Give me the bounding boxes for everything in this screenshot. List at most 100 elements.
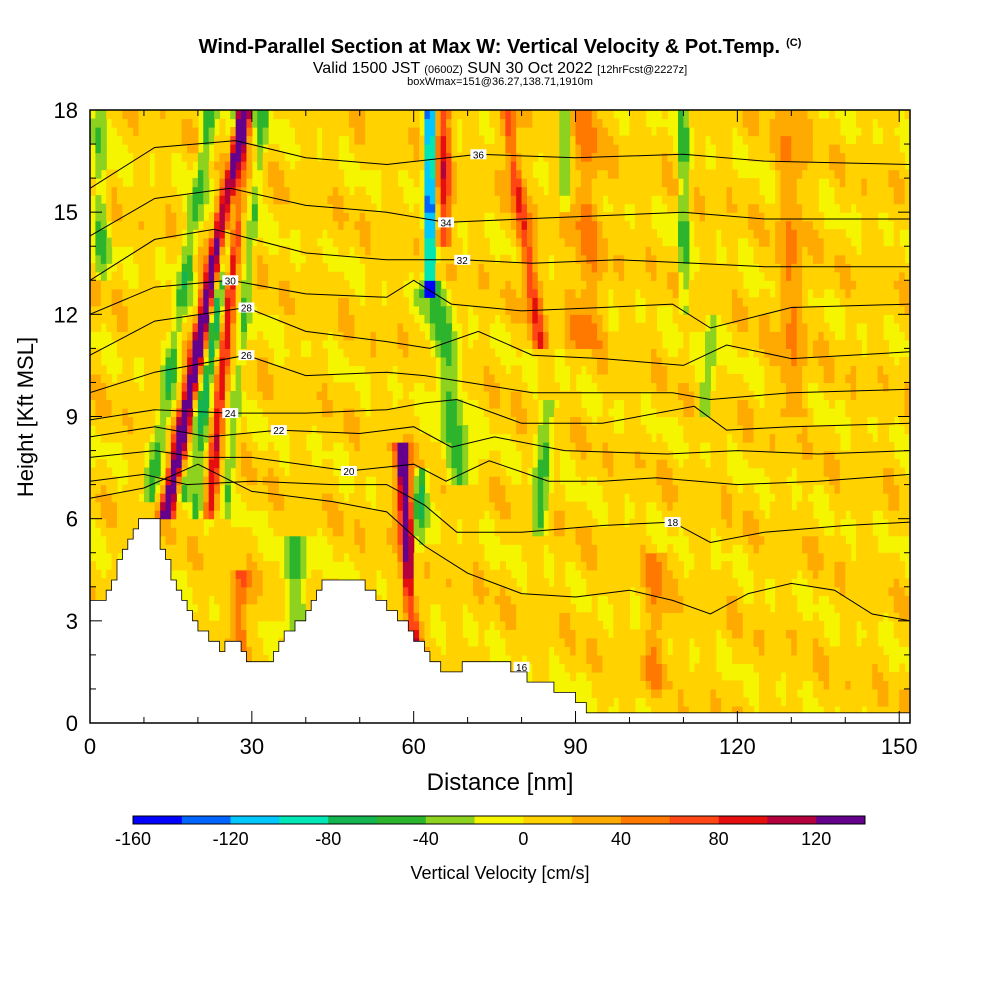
velocity-cell <box>122 314 129 324</box>
velocity-cell <box>332 127 339 137</box>
velocity-cell <box>295 169 301 179</box>
velocity-cell <box>543 595 550 605</box>
velocity-cell <box>419 305 426 315</box>
velocity-cell <box>397 595 404 605</box>
velocity-cell <box>516 144 523 154</box>
velocity-cell <box>197 254 204 264</box>
velocity-cell <box>311 288 318 298</box>
velocity-cell <box>483 467 490 477</box>
velocity-cell <box>321 373 328 384</box>
velocity-cell <box>375 442 382 452</box>
velocity-cell <box>332 527 339 537</box>
velocity-cell <box>402 416 409 426</box>
velocity-cell <box>127 144 134 154</box>
velocity-cell <box>321 527 328 537</box>
velocity-cell <box>214 152 221 162</box>
velocity-cell <box>370 144 377 154</box>
velocity-cell <box>273 305 280 315</box>
velocity-cell <box>278 518 285 528</box>
velocity-cell <box>343 331 350 341</box>
velocity-cell <box>332 493 339 503</box>
velocity-cell <box>397 544 404 554</box>
velocity-cell <box>295 561 301 571</box>
velocity-cell <box>95 348 102 358</box>
velocity-cell <box>284 365 291 375</box>
velocity-cell <box>483 493 490 503</box>
velocity-cell <box>95 135 102 145</box>
velocity-cell <box>505 229 512 239</box>
velocity-cell <box>122 382 129 392</box>
velocity-cell <box>478 510 485 520</box>
velocity-cell <box>370 467 377 477</box>
velocity-cell <box>143 407 150 418</box>
velocity-cell <box>343 416 350 426</box>
velocity-cell <box>386 135 393 145</box>
velocity-cell <box>521 476 528 486</box>
velocity-cell <box>359 135 366 145</box>
velocity-cell <box>467 518 474 528</box>
velocity-cell <box>311 365 318 375</box>
velocity-cell <box>192 552 199 562</box>
velocity-cell <box>90 373 96 384</box>
velocity-cell <box>160 425 167 435</box>
velocity-cell <box>143 365 150 375</box>
velocity-cell <box>300 603 307 613</box>
velocity-cell <box>160 186 167 196</box>
velocity-cell <box>343 195 350 205</box>
velocity-cell <box>494 586 501 596</box>
velocity-cell <box>316 399 323 409</box>
velocity-cell <box>473 493 480 503</box>
velocity-cell <box>553 425 560 435</box>
velocity-cell <box>510 629 517 639</box>
velocity-cell <box>516 246 523 256</box>
velocity-cell <box>230 459 237 469</box>
velocity-cell <box>510 407 517 418</box>
velocity-cell <box>543 390 550 401</box>
velocity-cell <box>332 544 339 554</box>
velocity-cell <box>122 186 129 196</box>
velocity-cell <box>235 254 242 264</box>
velocity-cell <box>214 331 221 341</box>
velocity-cell <box>532 127 539 137</box>
velocity-cell <box>543 637 550 647</box>
velocity-cell <box>138 416 145 426</box>
velocity-cell <box>462 212 469 222</box>
velocity-cell <box>235 390 242 401</box>
velocity-cell <box>537 476 544 486</box>
velocity-cell <box>370 373 377 384</box>
velocity-cell <box>413 484 420 494</box>
velocity-cell <box>127 373 134 384</box>
velocity-cell <box>197 518 204 528</box>
velocity-cell <box>257 578 264 588</box>
velocity-cell <box>154 237 161 247</box>
velocity-cell <box>462 118 469 128</box>
velocity-cell <box>526 612 533 622</box>
velocity-cell <box>354 322 361 332</box>
velocity-cell <box>214 561 221 571</box>
velocity-cell <box>100 433 107 443</box>
velocity-cell <box>505 518 512 528</box>
velocity-cell <box>197 390 204 401</box>
velocity-cell <box>392 425 399 435</box>
velocity-cell <box>386 433 393 443</box>
velocity-cell <box>440 271 447 281</box>
velocity-cell <box>408 501 415 511</box>
velocity-cell <box>419 518 426 528</box>
velocity-cell <box>295 203 301 213</box>
velocity-cell <box>127 459 134 469</box>
velocity-cell <box>537 527 544 537</box>
velocity-cell <box>116 518 123 528</box>
velocity-cell <box>456 271 463 281</box>
velocity-cell <box>553 535 560 545</box>
velocity-cell <box>257 152 264 162</box>
velocity-cell <box>354 407 361 418</box>
velocity-cell <box>116 127 123 137</box>
velocity-cell <box>219 288 226 298</box>
velocity-cell <box>316 212 323 222</box>
velocity-cell <box>246 127 253 137</box>
velocity-cell <box>219 390 226 401</box>
velocity-cell <box>521 544 528 554</box>
velocity-cell <box>526 322 533 332</box>
velocity-cell <box>284 356 291 367</box>
velocity-cell <box>543 348 550 358</box>
